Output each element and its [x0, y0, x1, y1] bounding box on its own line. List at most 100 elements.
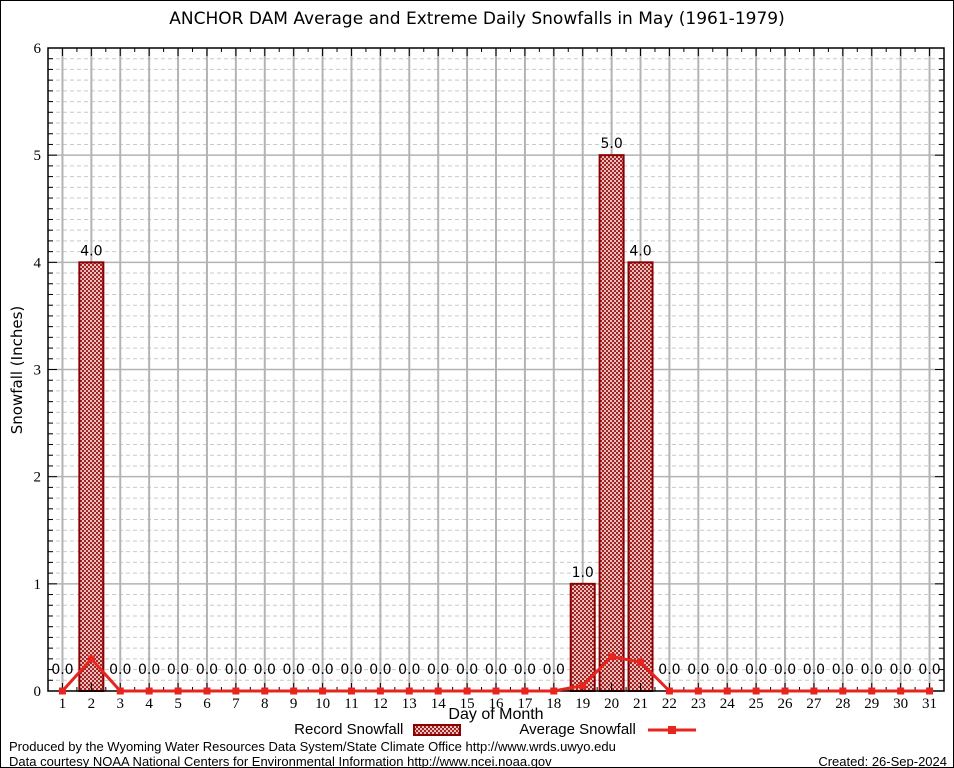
y-tick-label-6: 6: [34, 41, 42, 57]
x-tick-label-1: 1: [59, 696, 67, 712]
value-label-day-27: 0.0: [803, 662, 825, 678]
y-tick-label-4: 4: [34, 255, 42, 271]
y-tick-label-0: 0: [34, 684, 42, 700]
x-tick-label-14: 14: [431, 696, 447, 712]
marker-day-23: [694, 687, 702, 695]
x-tick-label-22: 22: [662, 696, 677, 712]
marker-day-13: [405, 687, 413, 695]
value-label-day-11: 0.0: [340, 662, 362, 678]
footer-data-courtesy: Data courtesy NOAA National Centers for …: [9, 754, 552, 768]
marker-day-16: [492, 687, 500, 695]
value-label-day-17: 0.0: [514, 662, 536, 678]
x-tick-label-6: 6: [203, 696, 211, 712]
x-tick-label-15: 15: [460, 696, 475, 712]
value-label-day-7: 0.0: [225, 662, 247, 678]
record-snowfall-bars: [78, 154, 654, 692]
marker-day-18: [550, 687, 558, 695]
x-tick-label-28: 28: [835, 696, 850, 712]
value-label-day-13: 0.0: [398, 662, 420, 678]
marker-day-29: [868, 687, 876, 695]
value-label-day-2: 4.0: [80, 243, 102, 259]
marker-day-20: [608, 653, 616, 661]
x-tick-label-23: 23: [691, 696, 706, 712]
average-snowfall-line-icon: [647, 725, 696, 734]
value-label-day-12: 0.0: [369, 662, 391, 678]
legend-item-average: Average Snowfall: [519, 721, 697, 738]
x-tick-label-4: 4: [145, 696, 153, 712]
legend-average-label: Average Snowfall: [519, 721, 636, 738]
value-label-day-23: 0.0: [687, 662, 709, 678]
x-tick-label-8: 8: [261, 696, 269, 712]
marker-day-1: [58, 687, 66, 695]
value-label-day-5: 0.0: [167, 662, 189, 678]
y-tick-label-3: 3: [34, 363, 42, 379]
x-tick-label-26: 26: [778, 696, 794, 712]
marker-day-7: [232, 687, 240, 695]
bar-day-2: [78, 261, 105, 692]
value-label-day-10: 0.0: [311, 662, 333, 678]
value-label-day-16: 0.0: [485, 662, 507, 678]
legend: Record Snowfall Average Snowfall: [48, 721, 944, 738]
value-label-day-8: 0.0: [254, 662, 276, 678]
x-tick-label-2: 2: [88, 696, 96, 712]
value-label-day-4: 0.0: [138, 662, 160, 678]
marker-day-24: [723, 687, 731, 695]
legend-item-record: Record Snowfall: [294, 721, 462, 738]
x-axis-title: Day of Month: [448, 706, 544, 723]
marker-day-22: [665, 687, 673, 695]
x-tick-label-24: 24: [720, 696, 736, 712]
value-label-day-20: 5.0: [600, 136, 622, 152]
x-tick-label-25: 25: [749, 696, 764, 712]
footer-produced-by: Produced by the Wyoming Water Resources …: [9, 739, 616, 754]
marker-day-30: [897, 687, 905, 695]
marker-day-8: [261, 687, 269, 695]
legend-record-label: Record Snowfall: [294, 721, 404, 738]
marker-day-26: [781, 687, 789, 695]
y-tick-label-1: 1: [34, 577, 42, 593]
x-tick-label-3: 3: [117, 696, 125, 712]
value-label-day-9: 0.0: [283, 662, 305, 678]
value-label-day-6: 0.0: [196, 662, 218, 678]
value-label-day-30: 0.0: [890, 662, 912, 678]
minor-gridlines: [49, 58, 943, 681]
value-label-day-18: 0.0: [543, 662, 565, 678]
x-tick-label-21: 21: [633, 696, 648, 712]
x-tick-label-9: 9: [290, 696, 298, 712]
bar-day-20: [598, 154, 625, 692]
x-tick-label-13: 13: [402, 696, 417, 712]
y-tick-labels: 0 1 2 3 4 5 6: [34, 41, 42, 700]
x-tick-label-30: 30: [893, 696, 908, 712]
marker-day-9: [290, 687, 298, 695]
value-label-day-31: 0.0: [918, 662, 940, 678]
chart-title: ANCHOR DAM Average and Extreme Daily Sno…: [169, 9, 785, 29]
value-label-day-24: 0.0: [716, 662, 738, 678]
marker-day-4: [145, 687, 153, 695]
value-label-day-1: 0.0: [51, 662, 73, 678]
x-tick-label-31: 31: [922, 696, 937, 712]
x-tick-label-16: 16: [489, 696, 505, 712]
value-label-day-29: 0.0: [861, 662, 883, 678]
value-label-day-22: 0.0: [658, 662, 680, 678]
marker-day-12: [376, 687, 384, 695]
bar-day-19: [569, 582, 596, 692]
value-label-day-14: 0.0: [427, 662, 449, 678]
value-label-day-26: 0.0: [774, 662, 796, 678]
y-tick-label-2: 2: [34, 470, 42, 486]
plot-area: 1 2 3 4 5 6 7 8 9 10 11 12 13 14 15 16 17 18 19 20 21 22 23 24 2…: [34, 41, 945, 712]
value-labels: 0.0 4.0 0.0 0.0 0.0 0.0 0.0 0.0 0.0 0.0 0.0 0.0 0.0 0…: [51, 136, 940, 678]
x-tick-label-7: 7: [232, 696, 240, 712]
x-tick-label-17: 17: [517, 696, 533, 712]
x-tick-label-5: 5: [174, 696, 182, 712]
marker-day-15: [463, 687, 471, 695]
record-snowfall-swatch-icon: [413, 723, 462, 736]
value-label-day-25: 0.0: [745, 662, 767, 678]
value-label-day-19: 1.0: [572, 565, 594, 581]
marker-day-31: [926, 687, 934, 695]
x-tick-label-19: 19: [575, 696, 590, 712]
marker-day-21: [637, 658, 645, 666]
x-tick-label-12: 12: [373, 696, 388, 712]
marker-day-10: [319, 687, 327, 695]
marker-day-11: [347, 687, 355, 695]
x-tick-label-10: 10: [315, 696, 330, 712]
x-tick-label-27: 27: [806, 696, 822, 712]
